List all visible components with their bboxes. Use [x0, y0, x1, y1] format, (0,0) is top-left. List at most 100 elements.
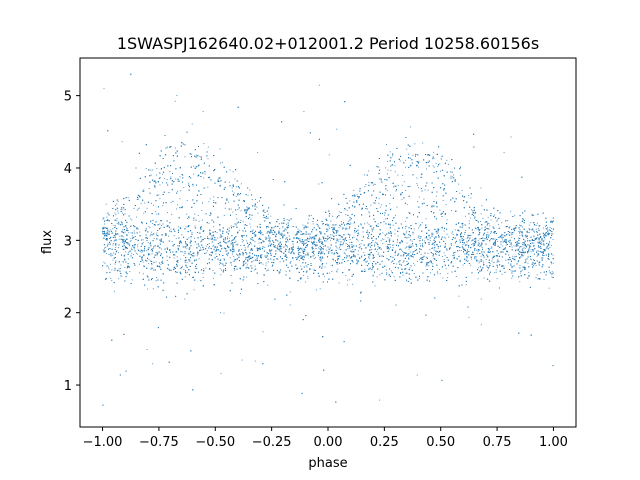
data-point: [459, 250, 461, 251]
data-point: [450, 175, 452, 177]
data-point: [120, 208, 122, 210]
data-point: [322, 236, 324, 238]
data-point: [376, 250, 378, 252]
data-point: [199, 155, 201, 157]
data-point: [478, 262, 480, 264]
data-point: [433, 249, 435, 251]
data-point: [357, 250, 359, 252]
data-point: [539, 241, 541, 243]
data-point: [413, 228, 415, 230]
data-point: [196, 268, 198, 270]
data-point: [104, 223, 105, 225]
data-point: [374, 202, 376, 204]
data-point: [246, 206, 248, 208]
data-point: [242, 240, 244, 242]
data-point: [482, 254, 484, 256]
data-point: [511, 267, 513, 269]
data-point: [338, 256, 340, 258]
data-point: [539, 225, 541, 227]
data-point: [129, 218, 131, 220]
data-point: [393, 186, 394, 188]
data-point: [481, 246, 483, 248]
data-point: [360, 243, 362, 245]
data-point: [481, 227, 483, 229]
data-point: [438, 254, 440, 256]
data-point: [331, 224, 333, 226]
data-point: [377, 254, 379, 256]
data-point: [449, 246, 451, 248]
data-point: [416, 182, 418, 184]
data-point: [120, 264, 122, 266]
data-point: [330, 239, 332, 241]
data-point: [349, 279, 351, 281]
data-point: [359, 245, 361, 247]
data-point: [519, 267, 521, 269]
data-point: [418, 227, 419, 229]
data-point: [271, 249, 273, 251]
data-point: [153, 204, 154, 206]
data-point: [486, 209, 487, 211]
data-point: [320, 241, 322, 242]
data-point: [263, 241, 265, 243]
data-point: [498, 261, 500, 262]
data-point: [400, 248, 402, 250]
data-point: [186, 200, 188, 202]
data-point: [400, 241, 402, 243]
data-point: [470, 197, 472, 199]
data-point: [131, 219, 133, 221]
data-point: [142, 261, 144, 263]
data-point: [490, 231, 492, 233]
data-point: [474, 256, 476, 258]
data-point: [194, 213, 196, 215]
data-point: [120, 275, 122, 277]
data-point: [256, 201, 258, 203]
data-point: [404, 220, 406, 222]
data-point: [501, 222, 503, 224]
data-point: [322, 246, 324, 248]
data-point: [177, 180, 179, 182]
data-point: [230, 241, 232, 243]
data-point: [296, 231, 298, 233]
data-point: [390, 165, 392, 167]
data-point: [374, 285, 376, 287]
data-point: [285, 271, 287, 273]
data-point: [128, 251, 130, 253]
data-point: [442, 199, 444, 201]
data-point: [105, 220, 107, 222]
data-point: [354, 231, 356, 233]
data-point: [155, 174, 157, 176]
data-point: [487, 270, 489, 271]
data-point: [342, 239, 344, 241]
data-point: [527, 237, 528, 239]
data-point: [210, 212, 211, 214]
data-point: [437, 166, 439, 167]
data-point: [191, 123, 193, 125]
data-point: [533, 265, 534, 267]
data-point: [286, 227, 288, 229]
data-point: [476, 249, 477, 251]
data-point: [390, 246, 391, 248]
data-point: [212, 245, 214, 247]
data-point: [246, 264, 248, 266]
data-point: [392, 155, 394, 157]
data-point: [131, 279, 133, 281]
data-point: [339, 246, 340, 248]
data-point: [551, 222, 553, 224]
data-point: [495, 271, 497, 273]
data-point: [447, 163, 449, 165]
data-point: [538, 244, 539, 246]
data-point: [115, 204, 116, 206]
data-point: [522, 247, 524, 249]
data-point: [385, 218, 387, 220]
data-point: [183, 255, 185, 257]
data-point: [408, 153, 410, 155]
data-point: [412, 245, 414, 247]
data-point: [517, 237, 519, 239]
data-point: [162, 205, 164, 207]
data-point: [527, 239, 529, 241]
data-point: [372, 184, 374, 186]
data-point: [233, 226, 235, 228]
data-point: [249, 223, 251, 225]
data-point: [472, 210, 474, 212]
data-point: [402, 175, 404, 176]
